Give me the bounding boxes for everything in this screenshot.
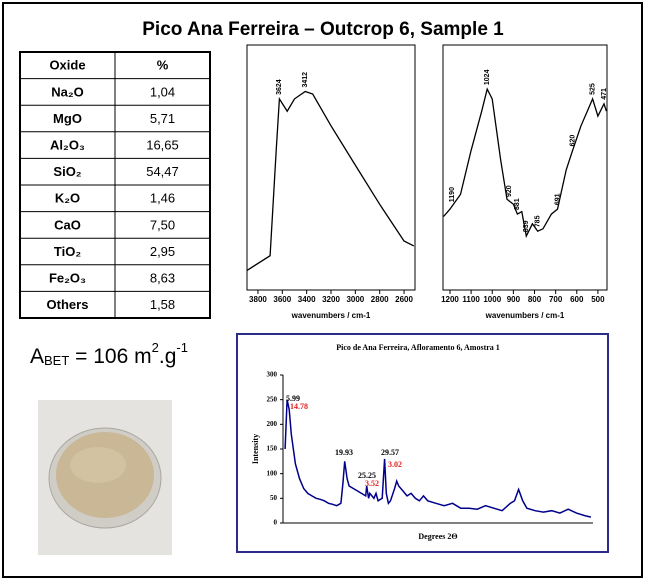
table-value: 5,71: [150, 111, 175, 126]
x-tick-label: 500: [591, 295, 605, 304]
peak-label: 471: [601, 88, 608, 100]
powder-light: [70, 447, 126, 483]
peak-label: 691: [554, 193, 561, 205]
y-tick-label: 250: [267, 395, 278, 403]
title: Pico Ana Ferreira – Outcrop 6, Sample 1: [142, 19, 504, 40]
peak-label: 1190: [449, 187, 456, 202]
abet-symbol: A: [30, 345, 44, 368]
x-axis-label: Degrees 2Θ: [418, 532, 457, 541]
curve: [246, 90, 415, 271]
peak-annotation: 14.78: [290, 402, 308, 411]
y-tick-label: 50: [270, 494, 278, 502]
chart-title: Pico de Ana Ferreira, Afloramento 6, Amo…: [336, 343, 500, 352]
x-tick-label: 2800: [371, 295, 389, 304]
x-tick-label: 3000: [346, 295, 364, 304]
table-header: %: [157, 58, 169, 73]
table-value: 1,58: [150, 297, 175, 312]
peak-label: 920: [506, 185, 513, 197]
y-tick-label: 200: [267, 420, 278, 428]
peak-label: 1024: [484, 69, 491, 85]
table-oxide: Others: [47, 297, 89, 312]
x-tick-label: 900: [507, 295, 521, 304]
x-tick-label: 1000: [483, 295, 501, 304]
peak-label: 839: [523, 220, 530, 232]
abet-value: = 106 m: [69, 345, 151, 368]
peak-label: 881: [514, 198, 521, 210]
peak-annotation: 29.57: [381, 448, 399, 457]
abet-sup: -1: [176, 340, 188, 355]
table-oxide: Al₂O₃: [50, 138, 85, 153]
table-oxide: Na₂O: [51, 84, 84, 99]
y-axis-label: Intensity: [251, 434, 260, 464]
peak-annotation: 3.02: [388, 460, 402, 469]
x-tick-label: 3600: [273, 295, 291, 304]
x-tick-label: 600: [570, 295, 584, 304]
curve: [284, 399, 592, 518]
table-value: 2,95: [150, 244, 175, 259]
table-header: Oxide: [49, 58, 85, 73]
y-tick-label: 150: [267, 445, 278, 453]
peak-label: 785: [535, 215, 542, 227]
x-tick-label: 3400: [298, 295, 316, 304]
y-tick-label: 100: [267, 469, 278, 477]
table-value: 1,04: [150, 84, 175, 99]
table-oxide: K₂O: [55, 191, 80, 206]
y-tick-label: 300: [267, 371, 278, 379]
peak-label: 525: [589, 83, 596, 95]
peak-annotation: 5.99: [286, 394, 300, 403]
peak-annotation: 19.93: [335, 448, 353, 457]
peak-annotation: 25.25: [358, 471, 376, 480]
x-tick-label: 2600: [395, 295, 413, 304]
abet-sup: 2: [152, 340, 159, 355]
table-oxide: SiO₂: [53, 164, 81, 179]
peak-label: 3624: [276, 79, 283, 95]
x-tick-label: 700: [549, 295, 563, 304]
photo: [38, 400, 172, 555]
peak-label: 3412: [302, 72, 309, 88]
table-oxide: CaO: [54, 217, 81, 232]
y-tick-label: 0: [274, 519, 278, 527]
table-value: 7,50: [150, 217, 175, 232]
table-oxide: Fe₂O₃: [49, 271, 86, 286]
abet-unit: .g: [159, 345, 177, 368]
x-tick-label: 1100: [462, 295, 480, 304]
plot-frame: [442, 44, 608, 291]
x-tick-label: 1200: [441, 295, 459, 304]
x-axis-label: wavenumbers / cm-1: [485, 311, 565, 320]
abet: ABET = 106 m2.g-1: [30, 340, 188, 368]
table-value: 54,47: [146, 164, 179, 179]
xrd-frame: [236, 333, 609, 553]
table-oxide: TiO₂: [54, 244, 81, 259]
table-oxide: MgO: [53, 111, 82, 126]
x-tick-label: 800: [528, 295, 542, 304]
x-tick-label: 3200: [322, 295, 340, 304]
peak-label: 620: [569, 135, 576, 147]
table-value: 16,65: [146, 138, 179, 153]
x-axis-label: wavenumbers / cm-1: [291, 311, 371, 320]
peak-annotation: 3.52: [365, 479, 379, 488]
table-value: 8,63: [150, 271, 175, 286]
curve: [443, 87, 608, 239]
table-value: 1,46: [150, 191, 175, 206]
x-tick-label: 3800: [249, 295, 267, 304]
abet-sub: BET: [44, 353, 69, 368]
